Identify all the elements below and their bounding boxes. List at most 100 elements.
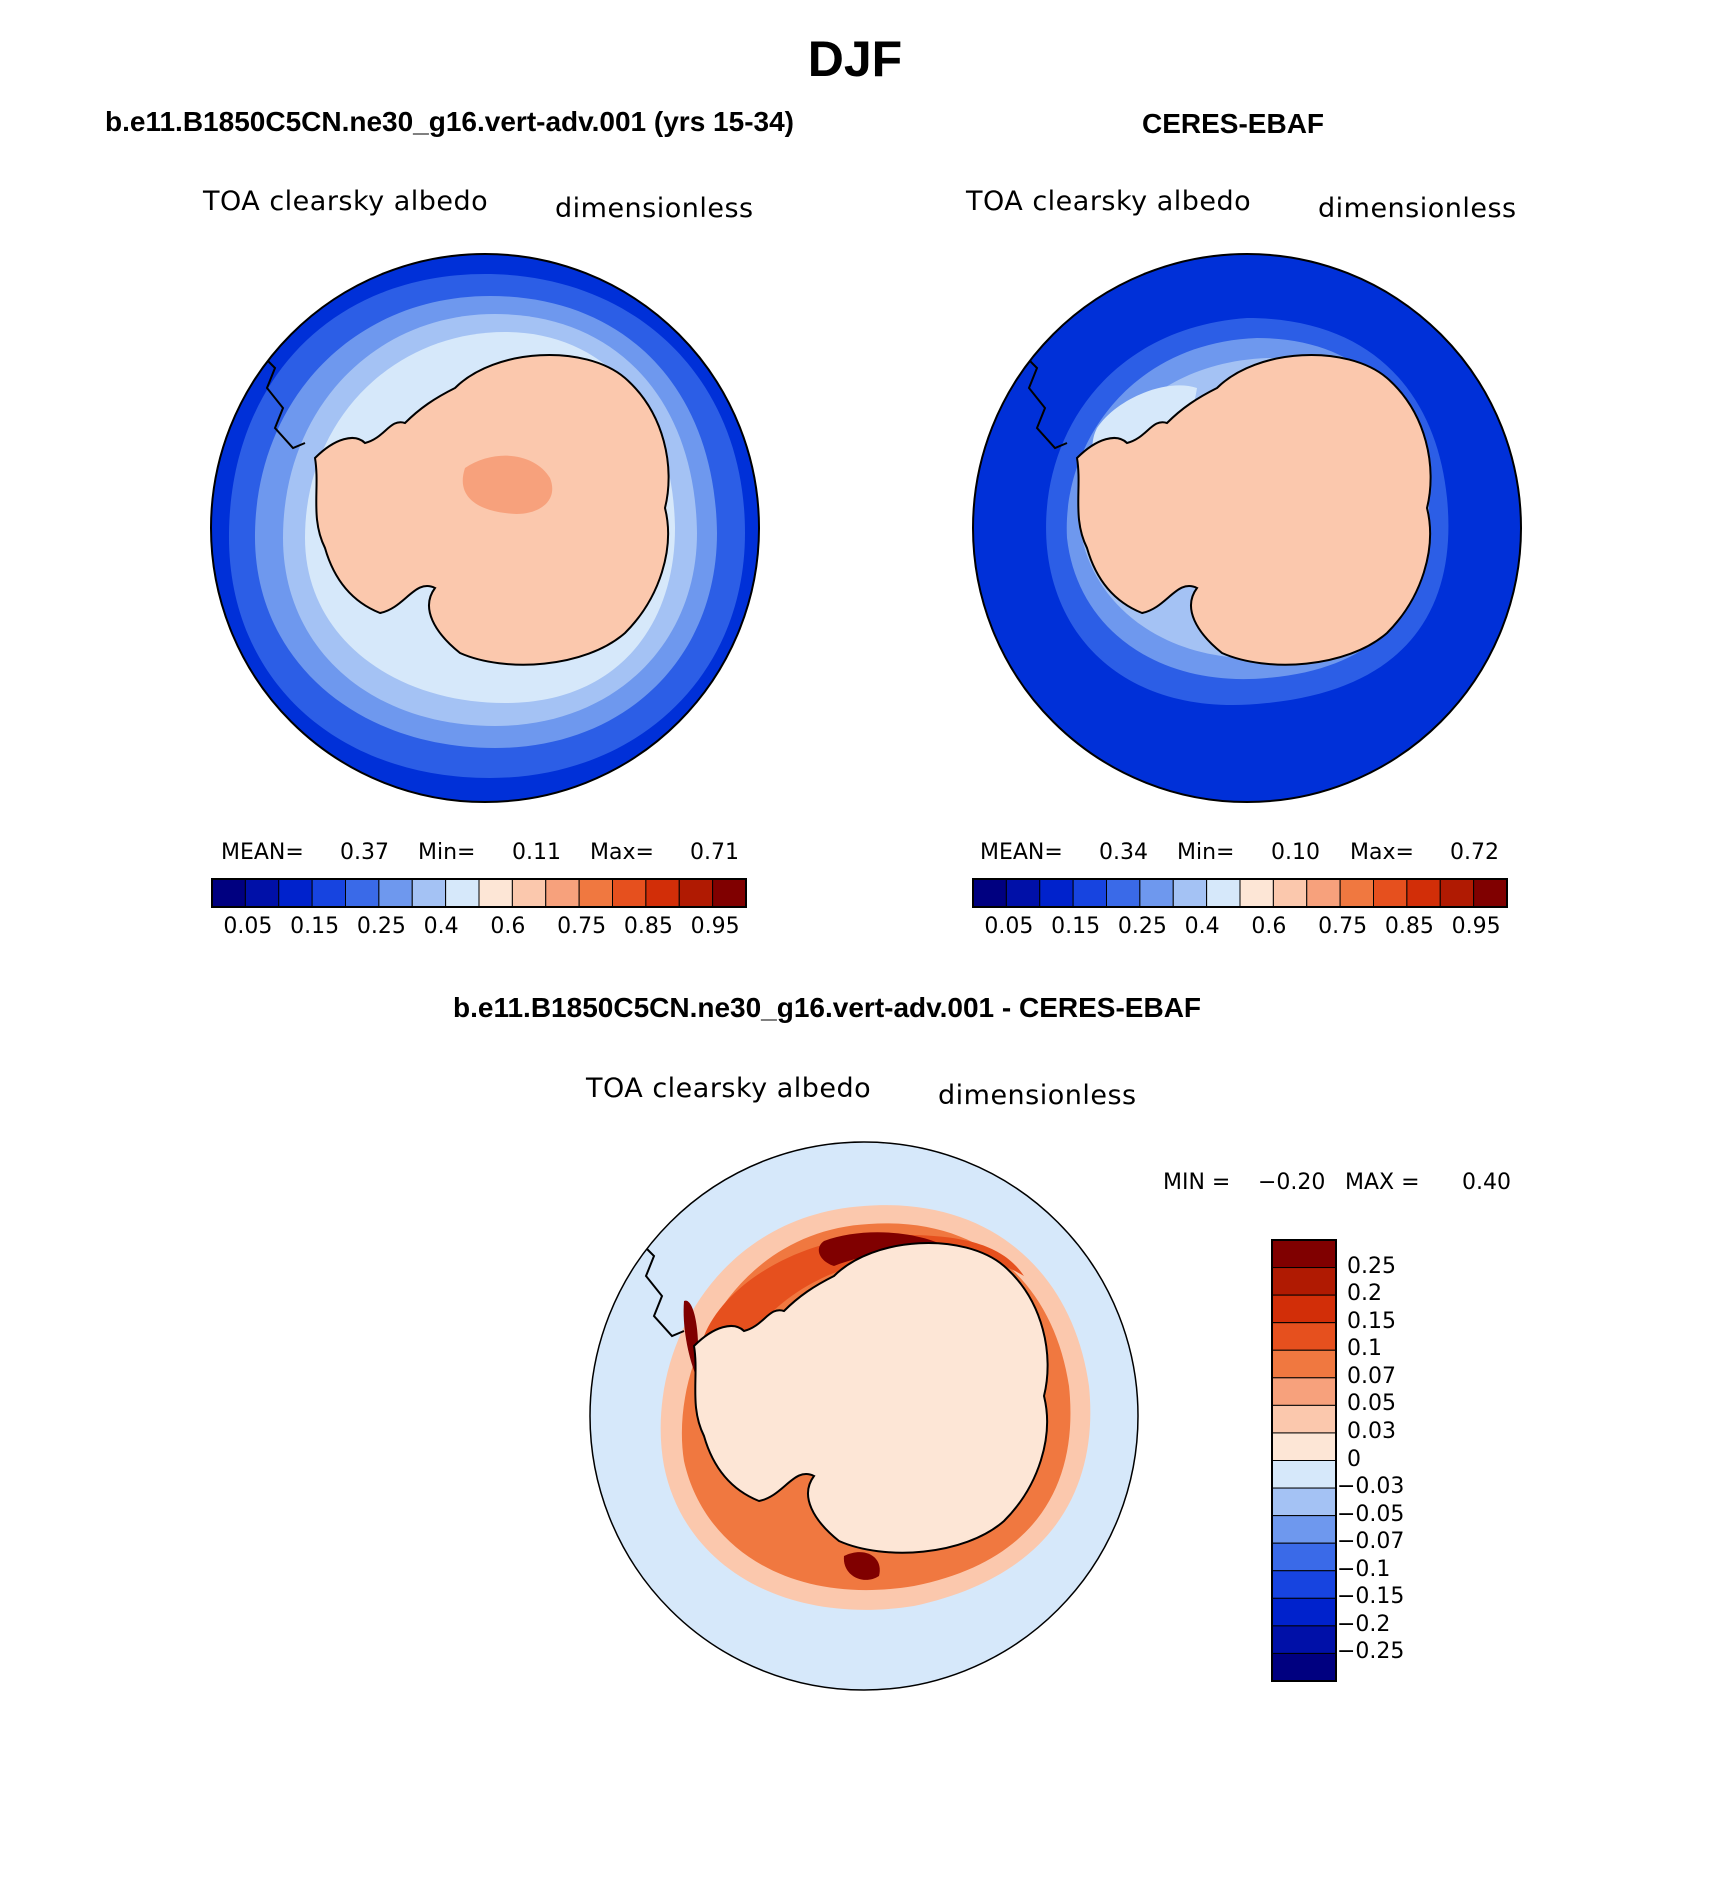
colorbar-swatch [972, 878, 1007, 908]
model-units-label: dimensionless [555, 193, 754, 224]
colorbar-swatch [1272, 878, 1308, 908]
colorbar-swatch [1139, 878, 1174, 908]
diff-min-label: MIN = [1163, 1170, 1231, 1195]
colorbar-swatch [445, 878, 480, 908]
model-mean-label: MEAN= [221, 840, 304, 865]
model-max-label: Max= [590, 840, 654, 865]
obs-map [972, 253, 1522, 803]
model-max-value: 0.71 [690, 840, 739, 865]
colorbar-swatch [278, 878, 313, 908]
colorbar-swatch [378, 878, 413, 908]
colorbar-tick-label: 0.4 [423, 914, 459, 939]
colorbar-swatch [1473, 878, 1508, 908]
colorbar-swatch [1271, 1322, 1337, 1351]
colorbar-frame [1271, 1239, 1337, 1682]
colorbar-tick-label: 0.15 [290, 914, 340, 939]
colorbar-swatch [311, 878, 346, 908]
colorbar-swatch [1271, 1597, 1337, 1627]
colorbar-tick-label: 0.75 [1318, 914, 1368, 939]
colorbar-swatch [1339, 878, 1374, 908]
colorbar-swatch [1106, 878, 1141, 908]
colorbar-swatch [1439, 878, 1475, 908]
colorbar-swatch [1271, 1487, 1337, 1517]
colorbar-swatch [1206, 878, 1241, 908]
colorbar-swatch [1271, 1349, 1337, 1379]
colorbar-tick-label: 0.95 [690, 914, 740, 939]
colorbar-swatch [545, 878, 580, 908]
colorbar-tick-label: 0.25 [1117, 914, 1167, 939]
colorbar-tick-label: 0.2 [1347, 1281, 1382, 1307]
colorbar-tick-label: −0.25 [1337, 1639, 1405, 1665]
diff-max-value: 0.40 [1462, 1170, 1511, 1195]
colorbar-tick-label: 0.25 [1347, 1253, 1396, 1279]
colorbar-swatch [1271, 1652, 1337, 1682]
colorbar-swatch [411, 878, 447, 908]
colorbar-swatch [1005, 878, 1041, 908]
colorbar-tick-label: 0.05 [1347, 1391, 1396, 1417]
colorbar-swatch [712, 878, 747, 908]
figure-title: DJF [807, 31, 903, 87]
colorbar-tick-label: 0.03 [1347, 1418, 1396, 1444]
model-variable-label: TOA clearsky albedo [203, 186, 489, 217]
model-mean-value: 0.37 [340, 840, 389, 865]
colorbar-swatch [1271, 1267, 1337, 1296]
colorbar-swatch [478, 878, 513, 908]
colorbar-tick-label: −0.07 [1337, 1529, 1405, 1555]
model-map [210, 253, 760, 803]
colorbar-swatch [345, 878, 380, 908]
colorbar-tick-label: 0.25 [356, 914, 406, 939]
diff-map [589, 1141, 1139, 1691]
colorbar-swatch [612, 878, 647, 908]
colorbar-frame [211, 878, 747, 908]
diff-panel-title: b.e11.B1850C5CN.ne30_g16.vert-adv.001 - … [453, 992, 1202, 1023]
colorbar-tick-label: 0.15 [1051, 914, 1101, 939]
colorbar-tick-label: 0.85 [1384, 914, 1434, 939]
colorbar-swatch [1271, 1294, 1337, 1324]
model-colorbar [211, 878, 747, 908]
colorbar-swatch [1271, 1625, 1337, 1654]
obs-mean-value: 0.34 [1099, 840, 1148, 865]
colorbar-tick-label: 0.4 [1184, 914, 1220, 939]
colorbar-swatch [678, 878, 714, 908]
colorbar-tick-label: 0 [1347, 1446, 1361, 1472]
colorbar-swatch [244, 878, 280, 908]
colorbar-swatch [645, 878, 680, 908]
obs-min-label: Min= [1177, 840, 1235, 865]
colorbar-tick-label: 0.07 [1347, 1363, 1396, 1389]
diff-colorbar [1271, 1239, 1337, 1682]
colorbar-tick-label: 0.6 [1251, 914, 1287, 939]
model-min-value: 0.11 [512, 840, 561, 865]
obs-min-value: 0.10 [1271, 840, 1320, 865]
colorbar-swatch [578, 878, 613, 908]
colorbar-swatch [1406, 878, 1441, 908]
colorbar-swatch [1039, 878, 1074, 908]
colorbar-tick-label: −0.05 [1337, 1501, 1405, 1527]
diff-max-label: MAX = [1345, 1170, 1420, 1195]
colorbar-tick-label: 0.85 [623, 914, 673, 939]
model-min-label: Min= [418, 840, 476, 865]
colorbar-swatch [211, 878, 246, 908]
colorbar-swatch [1271, 1570, 1337, 1599]
diff-units-label: dimensionless [938, 1080, 1137, 1111]
colorbar-tick-label: 0.05 [984, 914, 1034, 939]
colorbar-swatch [1271, 1542, 1337, 1572]
obs-max-value: 0.72 [1450, 840, 1499, 865]
colorbar-swatch [1271, 1239, 1337, 1269]
obs-colorbar [972, 878, 1508, 908]
colorbar-tick-label: 0.6 [490, 914, 526, 939]
colorbar-tick-label: 0.1 [1347, 1336, 1382, 1362]
colorbar-tick-label: 0.95 [1451, 914, 1501, 939]
model-panel-title: b.e11.B1850C5CN.ne30_g16.vert-adv.001 (y… [105, 106, 794, 137]
colorbar-swatch [1239, 878, 1274, 908]
obs-max-label: Max= [1350, 840, 1414, 865]
colorbar-frame [972, 878, 1508, 908]
obs-mean-label: MEAN= [980, 840, 1063, 865]
colorbar-swatch [1271, 1404, 1337, 1434]
colorbar-swatch [1271, 1515, 1337, 1544]
colorbar-swatch [1373, 878, 1408, 908]
colorbar-swatch [511, 878, 547, 908]
colorbar-tick-label: 0.05 [223, 914, 273, 939]
colorbar-swatch [1072, 878, 1107, 908]
colorbar-tick-label: −0.2 [1337, 1611, 1391, 1637]
colorbar-swatch [1271, 1432, 1337, 1461]
